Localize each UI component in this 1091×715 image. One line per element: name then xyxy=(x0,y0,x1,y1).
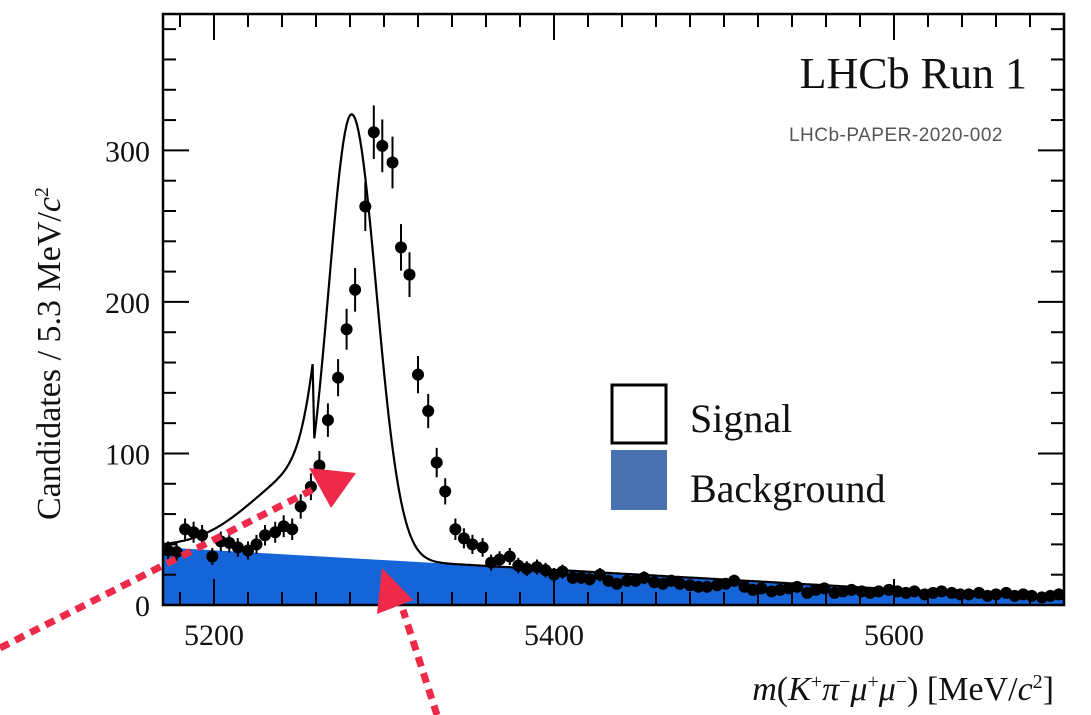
annotation-arrows xyxy=(0,468,441,715)
axis-ticks-layer xyxy=(163,14,1065,606)
data-point xyxy=(728,574,741,587)
arrow-left-head xyxy=(309,468,356,508)
legend-signal-label: Signal xyxy=(690,396,792,441)
data-point xyxy=(294,500,307,513)
arrow-left-line xyxy=(0,486,314,652)
data-point xyxy=(206,550,219,563)
data-point xyxy=(422,405,435,418)
data-point xyxy=(321,414,334,427)
x-tick-label: 5400 xyxy=(524,619,584,652)
data-point xyxy=(412,368,424,381)
data-point xyxy=(231,541,244,554)
data-point xyxy=(466,538,479,551)
data-point xyxy=(286,523,299,536)
x-tick-label: 5200 xyxy=(184,619,244,652)
fit-curve-line xyxy=(162,112,1065,600)
data-point xyxy=(791,580,804,593)
data-points-layer xyxy=(162,105,1065,604)
data-point xyxy=(908,585,921,598)
data-point xyxy=(386,156,399,169)
data-point xyxy=(755,582,768,595)
legend-background-label: Background xyxy=(690,466,886,511)
y-tick-label: 200 xyxy=(105,287,150,320)
x-axis-title: m(K+π−μ+μ−) [MeV/c2] xyxy=(752,671,1054,708)
data-point xyxy=(520,562,533,575)
data-point xyxy=(610,577,623,590)
data-point xyxy=(954,588,967,601)
data-point xyxy=(196,529,209,542)
data-point xyxy=(593,568,606,581)
data-point xyxy=(621,574,634,587)
data-point xyxy=(845,583,858,596)
data-point xyxy=(692,580,705,593)
data-point xyxy=(430,456,443,469)
data-point xyxy=(340,323,353,336)
data-point xyxy=(583,573,596,586)
data-point xyxy=(503,550,516,563)
data-point xyxy=(403,268,416,281)
data-point xyxy=(1025,589,1038,602)
paper-id-label: LHCb-PAPER-2020-002 xyxy=(789,125,1003,146)
data-point xyxy=(638,571,651,584)
data-point xyxy=(449,523,462,536)
data-point xyxy=(395,241,407,254)
y-axis-title: Candidates / 5.3 MeV/c2 xyxy=(31,187,68,520)
data-point xyxy=(872,585,885,598)
data-point xyxy=(962,588,975,601)
data-point xyxy=(673,577,686,590)
data-point xyxy=(476,541,489,554)
data-point xyxy=(332,371,345,384)
data-point xyxy=(259,529,271,542)
data-point xyxy=(269,526,282,539)
data-point xyxy=(170,545,183,558)
arrow-bottom-head xyxy=(377,568,413,614)
data-point xyxy=(367,126,380,139)
data-point xyxy=(701,580,713,593)
data-point xyxy=(1052,588,1065,601)
legend-signal-swatch xyxy=(610,383,668,445)
data-point xyxy=(457,532,470,545)
data-point xyxy=(818,582,831,595)
tick-labels-layer: 5200 5400 5600 0 100 200 300 xyxy=(105,135,924,652)
x-tick-label: 5600 xyxy=(864,619,924,652)
data-point xyxy=(493,553,506,566)
legend-background-swatch xyxy=(611,450,667,510)
data-point xyxy=(349,283,362,296)
y-tick-label: 0 xyxy=(135,590,150,623)
plot-frame xyxy=(161,12,1066,607)
data-point xyxy=(313,459,326,472)
data-point xyxy=(566,571,579,584)
data-point xyxy=(556,565,569,578)
data-point xyxy=(359,200,372,213)
data-point xyxy=(439,485,452,498)
data-point xyxy=(250,538,263,551)
legend: Signal Background xyxy=(610,383,886,511)
y-tick-label: 100 xyxy=(105,438,150,471)
data-point xyxy=(935,585,948,598)
experiment-title: LHCb Run 1 xyxy=(800,49,1027,98)
data-point xyxy=(376,139,389,152)
data-point xyxy=(242,544,254,557)
fit-curve-layer xyxy=(162,112,1065,600)
y-tick-label: 300 xyxy=(105,135,150,168)
arrow-bottom-line xyxy=(399,608,441,715)
